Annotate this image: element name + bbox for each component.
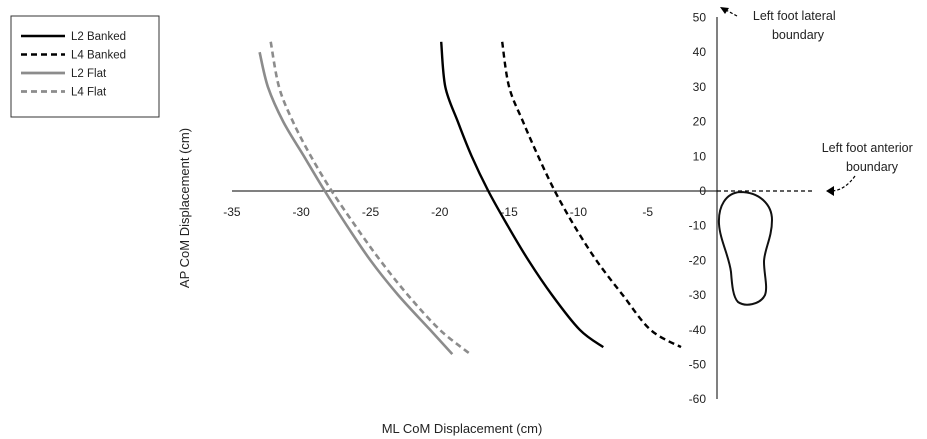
legend: L2 Banked L4 Banked L2 Flat L4 Flat <box>10 15 160 118</box>
legend-label-l2-banked: L2 Banked <box>71 31 126 43</box>
y-tick-label: 10 <box>693 149 707 163</box>
y-tick-label: 0 <box>699 184 706 198</box>
x-tick-labels: -35 -30 -25 -20 -15 -10 -5 <box>223 205 653 219</box>
legend-items: L2 Banked L4 Banked L2 Flat L4 Flat <box>21 31 126 99</box>
y-tick-label: 20 <box>693 115 707 129</box>
series-line-l4-banked <box>501 41 682 349</box>
x-tick-label: -35 <box>223 205 241 219</box>
y-tick-label: -50 <box>689 358 707 372</box>
series-line-l4-flat <box>269 41 472 356</box>
y-tick-label: -20 <box>689 253 707 267</box>
lateral-boundary-note: Left foot lateral boundary <box>753 9 839 42</box>
lateral-boundary-arrow <box>720 7 738 17</box>
y-tick-label: -30 <box>689 288 707 302</box>
y-tick-label: 30 <box>693 80 707 94</box>
x-tick-label: -20 <box>431 205 449 219</box>
series-line-l2-flat <box>258 51 454 355</box>
legend-label-l2-flat: L2 Flat <box>71 68 107 80</box>
x-axis-title: ML CoM Displacement (cm) <box>382 421 543 436</box>
legend-label-l4-banked: L4 Banked <box>71 50 126 62</box>
y-tick-label: -10 <box>689 219 707 233</box>
x-tick-label: -25 <box>362 205 380 219</box>
y-tick-labels: 50 40 30 20 10 0 -10 -20 -30 -40 -50 -60 <box>689 11 707 407</box>
foot-outline-icon <box>717 190 774 306</box>
y-tick-label: 50 <box>693 11 707 25</box>
y-axis-title: AP CoM Displacement (cm) <box>177 128 192 288</box>
legend-frame <box>10 15 160 118</box>
series-layer <box>258 41 682 356</box>
y-tick-label: -60 <box>689 392 707 406</box>
anterior-boundary-arrow <box>826 175 856 196</box>
y-tick-label: 40 <box>693 45 707 59</box>
x-tick-label: -30 <box>293 205 311 219</box>
x-tick-label: -15 <box>500 205 518 219</box>
x-tick-label: -5 <box>642 205 653 219</box>
series-line-l2-banked <box>440 41 604 349</box>
x-tick-label: -10 <box>570 205 588 219</box>
anterior-boundary-note: Left foot anterior boundary <box>822 141 917 174</box>
y-tick-label: -40 <box>689 323 707 337</box>
legend-label-l4-flat: L4 Flat <box>71 87 107 99</box>
